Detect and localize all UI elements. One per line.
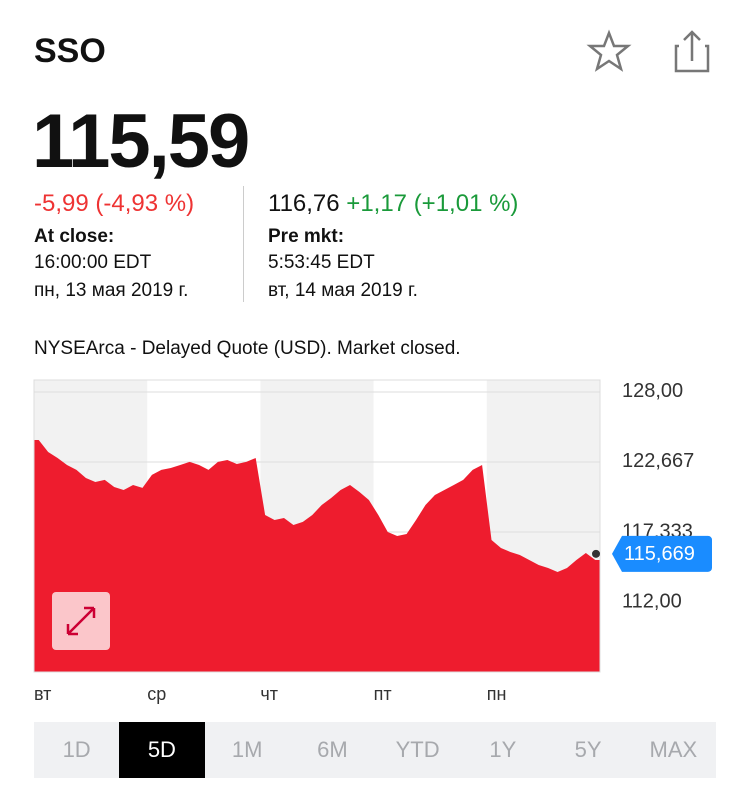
last-badge	[612, 535, 712, 572]
symbol: SSO	[34, 32, 106, 70]
x-tick-label: пн	[487, 684, 507, 704]
close-date: пн, 13 мая 2019 г.	[34, 280, 189, 301]
price-area	[34, 440, 600, 672]
x-tick-label: вт	[34, 684, 51, 704]
range-button[interactable]: 1M	[231, 737, 263, 762]
last-dot	[592, 549, 600, 558]
range-button[interactable]: YTD	[395, 737, 440, 762]
y-tick-label: 112,00	[622, 590, 682, 612]
close-label: At close:	[34, 226, 115, 247]
expand-button[interactable]	[52, 592, 110, 650]
pre-label: Pre mkt:	[268, 226, 345, 247]
x-tick-label: пт	[374, 684, 392, 704]
close-time: 16:00:00 EDT	[34, 252, 152, 273]
note: NYSEArca - Delayed Quote (USD). Market c…	[34, 338, 461, 359]
range-button[interactable]: 1D	[62, 737, 91, 762]
y-tick-label: 128,00	[622, 380, 683, 402]
expand-icon	[66, 606, 96, 636]
pre-date: вт, 14 мая 2019 г.	[268, 280, 418, 301]
pre-price: 116,76 +1,17 (+1,01 %)	[268, 190, 518, 218]
pre-change: +1,17 (+1,01 %)	[346, 190, 519, 217]
pre-price-value: 116,76	[268, 190, 340, 217]
y-tick-label: 122,667	[622, 450, 694, 472]
range-button[interactable]: 5Y	[574, 737, 602, 762]
star-icon[interactable]	[586, 29, 632, 72]
x-tick-label: чт	[260, 684, 278, 704]
range-button[interactable]: 5D	[119, 722, 205, 778]
header-icons	[586, 29, 710, 73]
range-button[interactable]: MAX	[649, 737, 698, 762]
range-button[interactable]: 1Y	[489, 737, 517, 762]
price: 115,59	[32, 99, 250, 184]
pre-time: 5:53:45 EDT	[268, 252, 375, 273]
range-selector: 1D 5D 1M 6M YTD 1Y 5Y MAX	[34, 722, 716, 778]
last-label: 115,669	[624, 543, 695, 565]
plot-border	[33, 379, 601, 673]
range-button[interactable]: 6M	[317, 737, 348, 762]
divider	[243, 186, 244, 302]
share-icon[interactable]	[674, 30, 710, 73]
x-tick-label: ср	[147, 684, 166, 704]
close-change: -5,99 (-4,93 %)	[34, 190, 195, 217]
